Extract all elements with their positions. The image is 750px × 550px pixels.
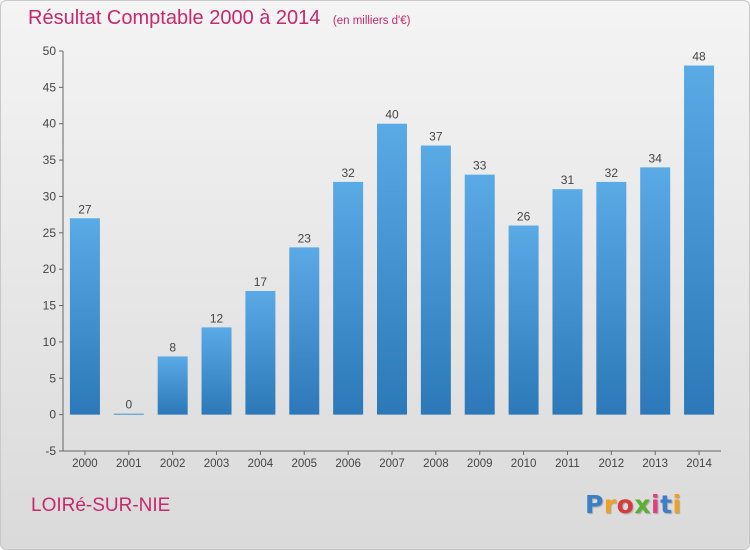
y-tick-label: 35 [43,153,57,167]
x-tick-label: 2001 [116,458,142,470]
bar [113,413,144,415]
bar-value-label: 23 [298,231,312,245]
x-tick-label: 2005 [291,458,317,470]
x-tick-label: 2002 [160,458,186,470]
bar-value-label: 33 [473,159,487,173]
x-tick-label: 2007 [379,458,405,470]
bar [420,145,451,415]
x-tick-label: 2014 [686,458,712,470]
bar-value-label: 0 [125,398,132,412]
x-tick-label: 2006 [335,458,361,470]
y-tick-label: 20 [43,262,57,276]
bar-value-label: 8 [169,340,176,354]
x-tick-label: 2011 [555,458,580,470]
logo-letter: x [634,490,651,519]
bar [377,123,407,415]
bar-value-label: 17 [254,275,268,289]
y-tick-label: 15 [43,299,57,313]
proxiti-logo: Proxiti [585,490,682,519]
bar-value-label: 32 [605,166,619,180]
bar [245,291,276,415]
y-tick-label: 30 [43,189,57,203]
bar [464,174,495,415]
bar [684,65,715,415]
bar [640,167,671,415]
bar [289,247,320,415]
x-tick-label: 2010 [511,458,537,470]
y-tick-label: 0 [49,408,56,422]
bar-value-label: 12 [210,311,224,325]
bar [508,225,539,415]
chart-title: Résultat Comptable 2000 à 2014 [28,7,321,29]
bar-value-label: 32 [341,166,355,180]
bar-value-label: 26 [517,210,531,224]
bar-value-label: 37 [429,130,443,144]
logo-letter: t [660,490,673,519]
y-tick-label: -5 [45,444,56,458]
bar [596,181,627,415]
bar [69,218,100,415]
logo-letter: i [672,490,682,519]
bar [333,181,364,415]
x-tick-label: 2012 [599,458,625,470]
logo-letter: o [616,490,635,519]
bar [552,189,583,415]
y-tick-label: 10 [43,335,57,349]
logo-letter: r [603,490,617,519]
y-tick-label: 40 [43,117,57,131]
y-tick-label: 5 [49,371,56,385]
bar-value-label: 48 [692,50,706,64]
chart-unit: (en milliers d'€) [332,15,411,27]
bar [201,327,232,415]
y-tick-label: 50 [43,44,57,58]
bar-value-label: 40 [385,108,399,122]
y-tick-label: 25 [43,226,57,240]
bar-value-label: 34 [649,151,663,165]
x-tick-label: 2008 [423,458,449,470]
bar [157,356,188,415]
bar-value-label: 31 [561,173,575,187]
x-tick-label: 2000 [72,458,98,470]
chart-title-row: Résultat Comptable 2000 à 2014 (en milli… [28,7,410,30]
logo-letter: P [585,490,604,519]
x-tick-label: 2004 [248,458,274,470]
bar-value-label: 27 [78,202,92,216]
x-tick-label: 2009 [467,458,493,470]
x-tick-label: 2013 [642,458,668,470]
commune-name: LOIRé-SUR-NIE [31,495,171,516]
y-tick-label: 45 [43,80,57,94]
x-tick-label: 2003 [204,458,230,470]
logo-letter: i [651,490,661,519]
